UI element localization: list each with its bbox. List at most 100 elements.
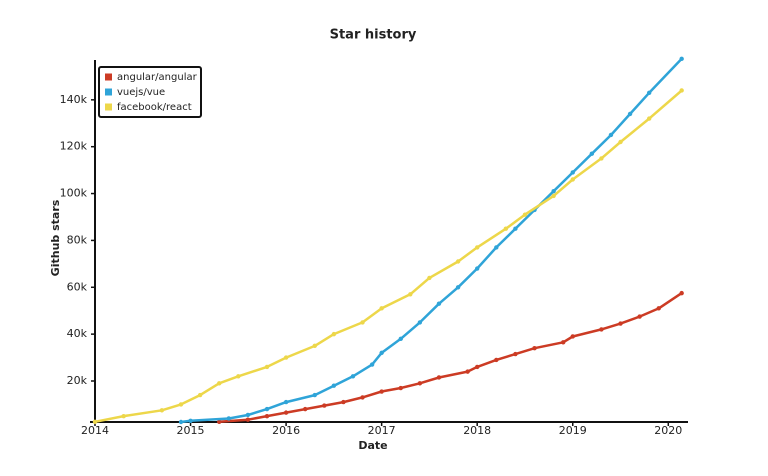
y-tick-label: 20k (67, 374, 88, 387)
x-tick-label: 2014 (81, 424, 109, 437)
data-point (236, 374, 241, 379)
data-point (560, 340, 566, 345)
data-point (436, 301, 442, 306)
data-point (618, 139, 623, 145)
y-axis-title: Github stars (49, 199, 62, 276)
legend-label: angular/angular (117, 72, 198, 83)
data-point (92, 419, 98, 424)
legend-label: facebook/react (117, 102, 192, 113)
data-point (570, 177, 575, 182)
data-point (589, 151, 595, 156)
data-point (494, 357, 499, 363)
data-point (350, 374, 356, 379)
chart-title: Star history (330, 28, 417, 43)
data-point (646, 90, 652, 96)
data-point (436, 375, 442, 380)
x-tick-label: 2017 (368, 424, 396, 437)
data-point (283, 399, 289, 405)
data-point (646, 116, 652, 121)
data-point (188, 418, 193, 424)
legend-label: vuejs/vue (117, 87, 165, 98)
data-point (379, 306, 384, 311)
data-point (618, 321, 623, 326)
data-point (197, 392, 203, 398)
legend-swatch (105, 88, 112, 96)
series-line (219, 292, 683, 424)
x-tick-label: 2018 (463, 424, 491, 437)
data-point (408, 292, 413, 297)
data-point (679, 88, 684, 93)
data-point (474, 245, 480, 250)
data-point (283, 355, 289, 360)
legend-swatch (105, 73, 112, 81)
data-point (532, 345, 537, 351)
data-point (303, 406, 308, 412)
data-point (398, 385, 403, 391)
series-line (94, 89, 683, 424)
x-tick-label: 2015 (177, 424, 205, 437)
data-point (264, 413, 270, 419)
data-point (264, 364, 270, 370)
data-point (455, 259, 461, 264)
data-point (656, 306, 661, 311)
data-point (570, 170, 575, 175)
data-point (341, 399, 346, 405)
data-point (360, 320, 365, 325)
x-tick-label: 2016 (272, 424, 300, 437)
data-point (369, 362, 375, 367)
data-point (455, 285, 461, 290)
data-point (599, 156, 604, 161)
data-point (360, 395, 365, 400)
data-point (679, 56, 684, 62)
x-tick-label: 2019 (559, 424, 587, 437)
data-point (513, 226, 518, 231)
data-point (627, 111, 633, 117)
data-point (427, 275, 432, 281)
data-point (379, 389, 384, 394)
data-point (264, 406, 270, 412)
data-point (217, 381, 222, 386)
data-point (312, 392, 317, 398)
data-point (331, 383, 337, 388)
y-tick-label: 120k (60, 140, 88, 153)
y-tick-label: 140k (60, 93, 88, 106)
data-point (474, 364, 480, 370)
data-point (178, 419, 184, 425)
data-point (398, 336, 403, 342)
data-point (417, 381, 423, 386)
data-point (312, 343, 317, 349)
data-point (599, 327, 604, 332)
data-point (465, 369, 470, 374)
data-point (503, 226, 509, 231)
data-point (637, 314, 642, 319)
data-point (217, 419, 222, 424)
data-point (679, 290, 684, 296)
data-point (159, 408, 165, 413)
data-point (551, 193, 556, 199)
data-point (570, 334, 575, 339)
legend-box (98, 66, 202, 118)
x-axis-title: Date (358, 439, 387, 452)
y-tick-label: 100k (60, 187, 88, 200)
legend-swatch (105, 103, 112, 111)
data-point (331, 331, 337, 337)
data-point (226, 416, 231, 421)
data-point (474, 266, 480, 271)
data-point (494, 245, 499, 250)
x-tick-label: 2020 (654, 424, 682, 437)
y-tick-label: 80k (67, 233, 88, 246)
data-point (522, 212, 528, 217)
data-point (245, 412, 251, 418)
series-line (180, 57, 683, 424)
data-point (245, 417, 251, 422)
data-point (178, 402, 184, 407)
data-point (513, 351, 518, 357)
data-point (121, 413, 126, 419)
data-point (417, 320, 423, 325)
y-tick-label: 60k (67, 280, 88, 293)
data-point (322, 403, 327, 408)
y-tick-label: 40k (67, 327, 88, 340)
data-point (379, 350, 384, 356)
